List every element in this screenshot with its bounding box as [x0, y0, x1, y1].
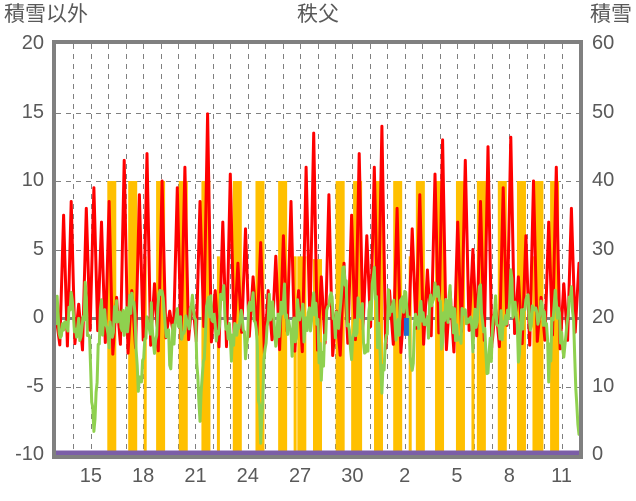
y2-axis-tick-label: 60: [592, 32, 615, 54]
y-axis-tick-label: 20: [21, 32, 44, 54]
x-axis-tick-label: 8: [503, 465, 515, 487]
blue-marker: [403, 318, 409, 336]
x-axis-tick-label: 5: [451, 465, 463, 487]
y-axis-tick-label: 5: [32, 237, 44, 260]
orange-bar: [471, 256, 475, 455]
y2-axis-tick-label: 20: [592, 306, 615, 328]
blue-marker-series: [403, 318, 409, 336]
orange-bar: [297, 256, 307, 455]
chart-canvas: [56, 44, 579, 455]
y-axis-tick-label: 10: [21, 169, 44, 191]
x-axis-tick-label: 11: [551, 465, 572, 487]
green-line: [56, 265, 579, 445]
chart-title: 秩父: [297, 3, 339, 26]
y2-axis-tick-label: 30: [592, 237, 615, 260]
right-axis-title: 積雪: [590, 3, 632, 26]
x-axis-tick-label: 21: [184, 465, 207, 487]
y-axis-tick-label: 15: [21, 100, 44, 123]
x-axis-tick-label: 24: [236, 465, 259, 487]
y-axis-tick-label: -10: [15, 443, 44, 465]
orange-bar: [232, 181, 242, 455]
orange-bar: [293, 256, 297, 455]
orange-bar: [255, 181, 265, 455]
y2-axis-tick-label: 40: [592, 169, 615, 191]
orange-bar: [532, 256, 536, 455]
x-axis-tick-label: 27: [288, 465, 312, 487]
green-line-series: [56, 265, 579, 445]
plot-inner: [56, 44, 579, 455]
y-axis-tick-label: 0: [32, 306, 44, 328]
y2-axis-tick-label: 0: [592, 443, 604, 465]
orange-bar: [178, 181, 188, 455]
left-axis-title: 積雪以外: [4, 3, 88, 26]
x-axis-tick-label: 30: [341, 465, 364, 487]
x-axis-tick-label: 2: [399, 465, 411, 487]
x-axis-tick-label: 18: [132, 465, 155, 487]
y2-axis-tick-label: 10: [592, 374, 615, 397]
orange-bar: [278, 181, 288, 455]
orange-bar: [216, 256, 220, 455]
orange-bar: [156, 181, 166, 455]
plot-area: [52, 40, 583, 459]
y-axis-tick-label: -5: [26, 374, 44, 397]
x-axis-tick-label: 15: [79, 465, 102, 487]
y2-axis-tick-label: 50: [592, 100, 615, 123]
